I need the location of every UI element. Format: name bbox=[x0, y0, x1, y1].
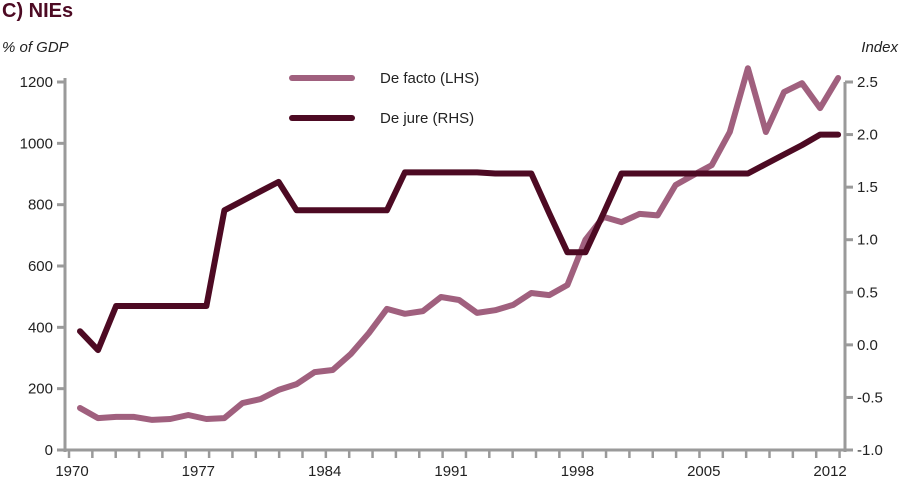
chart-title: C) NIEs bbox=[2, 0, 73, 22]
right-tick-label: 0.0 bbox=[857, 337, 878, 354]
legend: De facto (LHS) De jure (RHS) bbox=[289, 70, 479, 127]
right-tick-label: 0.5 bbox=[857, 284, 878, 301]
right-tick-label: 1.5 bbox=[857, 179, 878, 196]
x-tick-label: 2012 bbox=[813, 463, 846, 480]
series-line-de-jure bbox=[77, 131, 842, 354]
left-tick-label: 400 bbox=[28, 319, 53, 336]
x-tick-label: 2005 bbox=[687, 463, 720, 480]
series-line-de-facto bbox=[77, 65, 842, 423]
right-tick-label: 1.0 bbox=[857, 232, 878, 249]
left-tick-label: 1000 bbox=[20, 135, 53, 152]
right-tick-label: -1.0 bbox=[857, 442, 883, 459]
axes: 0 200 400 600 800 1000 1200 -1.0 -0.5 0.0 0.5 1.0 1.… bbox=[20, 74, 883, 480]
right-tick-label: 2.0 bbox=[857, 127, 878, 144]
left-tick-label: 0 bbox=[45, 442, 53, 459]
x-tick-label: 1991 bbox=[434, 463, 467, 480]
left-tick-label: 800 bbox=[28, 197, 53, 214]
x-tick-label: 1998 bbox=[561, 463, 594, 480]
legend-label: De facto (LHS) bbox=[380, 70, 479, 87]
right-tick-label: 2.5 bbox=[857, 74, 878, 91]
right-axis-title: Index bbox=[861, 39, 898, 56]
left-tick-label: 1200 bbox=[20, 74, 53, 91]
series-group bbox=[77, 65, 842, 423]
left-axis-title: % of GDP bbox=[2, 39, 69, 56]
legend-label: De jure (RHS) bbox=[380, 110, 474, 127]
x-tick-label: 1970 bbox=[55, 463, 88, 480]
left-tick-label: 600 bbox=[28, 258, 53, 275]
x-tick-label: 1984 bbox=[308, 463, 341, 480]
left-tick-label: 200 bbox=[28, 381, 53, 398]
right-tick-label: -0.5 bbox=[857, 389, 883, 406]
x-tick-label: 1977 bbox=[182, 463, 215, 480]
